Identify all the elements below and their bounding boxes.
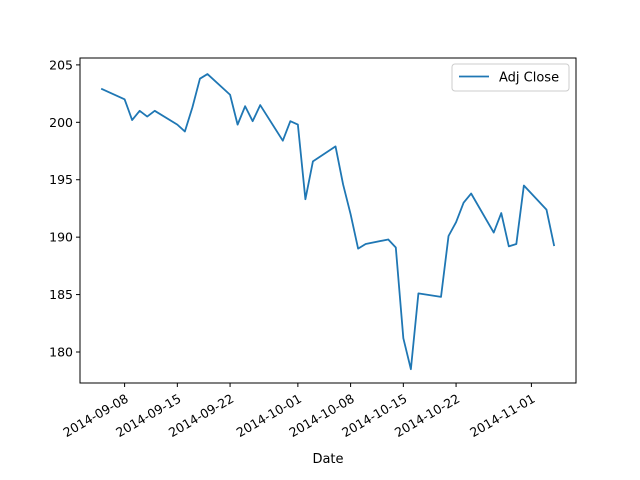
y-axis: 180 185 190 195 200 205 <box>49 57 80 359</box>
y-tick-label: 205 <box>49 57 73 72</box>
y-tick-label: 195 <box>49 172 73 187</box>
legend: Adj Close <box>451 63 570 92</box>
x-axis-title: Date <box>312 452 343 467</box>
y-tick-label: 185 <box>49 287 73 302</box>
series-layer <box>100 73 556 371</box>
legend-box <box>451 63 570 92</box>
y-tick-label: 190 <box>49 230 73 245</box>
y-tick-label: 180 <box>49 344 73 359</box>
series-line-0 <box>100 73 556 371</box>
legend-label: Adj Close <box>499 71 559 86</box>
plot-frame <box>79 57 577 384</box>
y-tick-label: 200 <box>49 115 73 130</box>
